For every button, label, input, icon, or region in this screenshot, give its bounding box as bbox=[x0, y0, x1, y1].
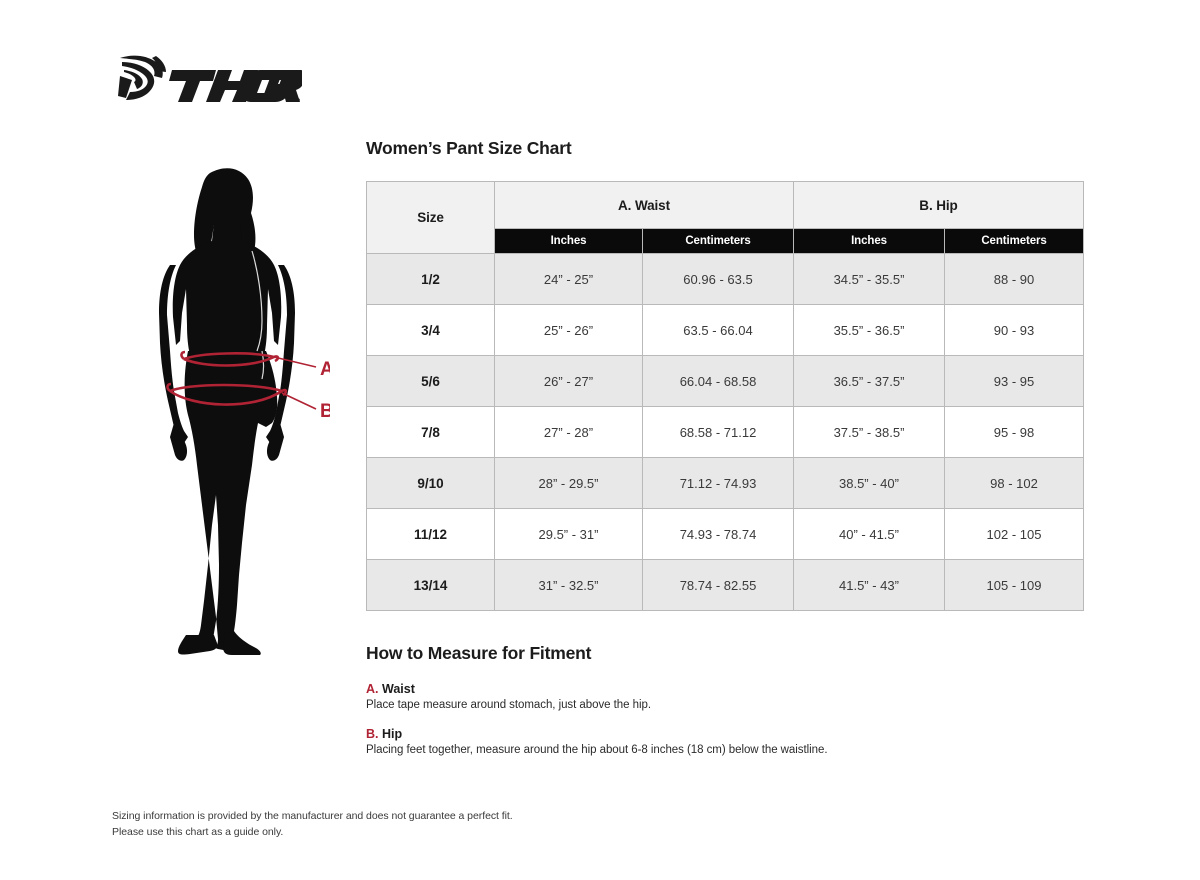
cell-waist-centimeters: 78.74 - 82.55 bbox=[642, 559, 794, 611]
cell-size: 1/2 bbox=[366, 253, 495, 305]
cell-hip-centimeters: 93 - 95 bbox=[944, 355, 1084, 407]
column-header-waist-centimeters: Centimeters bbox=[642, 228, 794, 254]
cell-size: 3/4 bbox=[366, 304, 495, 356]
cell-hip-inches: 40” - 41.5” bbox=[793, 508, 945, 560]
marker-label-b: B bbox=[320, 401, 330, 422]
column-header-waist-inches: Inches bbox=[494, 228, 643, 254]
cell-hip-centimeters: 98 - 102 bbox=[944, 457, 1084, 509]
table-row: 9/10 28” - 29.5” 71.12 - 74.93 38.5” - 4… bbox=[366, 457, 1084, 509]
measure-name-waist: Waist bbox=[381, 682, 415, 696]
column-header-hip-inches: Inches bbox=[793, 228, 945, 254]
leader-line-b bbox=[281, 392, 317, 410]
disclaimer-line-1: Sizing information is provided by the ma… bbox=[112, 810, 513, 822]
column-header-hip-centimeters: Centimeters bbox=[944, 228, 1084, 254]
cell-size: 5/6 bbox=[366, 355, 495, 407]
measure-item-hip: B. Hip Placing feet together, measure ar… bbox=[366, 727, 1086, 756]
table-row: 1/2 24” - 25” 60.96 - 63.5 34.5” - 35.5”… bbox=[366, 253, 1084, 305]
thor-wordmark bbox=[169, 70, 306, 102]
size-chart-table: Size A. Waist B. Hip Inches Centimeters … bbox=[366, 181, 1084, 611]
cell-waist-centimeters: 63.5 - 66.04 bbox=[642, 304, 794, 356]
cell-hip-inches: 34.5” - 35.5” bbox=[793, 253, 945, 305]
table-body: 1/2 24” - 25” 60.96 - 63.5 34.5” - 35.5”… bbox=[366, 253, 1084, 611]
page-title: Women’s Pant Size Chart bbox=[366, 138, 572, 158]
measure-desc-hip: Placing feet together, measure around th… bbox=[366, 744, 828, 756]
cell-waist-inches: 24” - 25” bbox=[494, 253, 643, 305]
measure-item-heading: B. Hip bbox=[366, 727, 1086, 741]
cell-waist-inches: 31” - 32.5” bbox=[494, 559, 643, 611]
disclaimer-note: Sizing information is provided by the ma… bbox=[112, 808, 513, 841]
female-silhouette bbox=[159, 168, 295, 655]
cell-hip-inches: 36.5” - 37.5” bbox=[793, 355, 945, 407]
column-header-size: Size bbox=[366, 181, 495, 254]
silhouette-svg: A B bbox=[159, 168, 334, 655]
cell-hip-inches: 37.5” - 38.5” bbox=[793, 406, 945, 458]
cell-waist-centimeters: 60.96 - 63.5 bbox=[642, 253, 794, 305]
table-row: 7/8 27” - 28” 68.58 - 71.12 37.5” - 38.5… bbox=[366, 406, 1084, 458]
measure-item-waist: A. Waist Place tape measure around stoma… bbox=[366, 682, 1086, 711]
cell-hip-inches: 38.5” - 40” bbox=[793, 457, 945, 509]
measure-item-heading: A. Waist bbox=[366, 682, 1086, 696]
cell-waist-centimeters: 68.58 - 71.12 bbox=[642, 406, 794, 458]
cell-hip-centimeters: 102 - 105 bbox=[944, 508, 1084, 560]
table-row: 13/14 31” - 32.5” 78.74 - 82.55 41.5” - … bbox=[366, 559, 1084, 611]
thor-logo-svg bbox=[118, 55, 306, 102]
disclaimer-line-2: Please use this chart as a guide only. bbox=[112, 826, 284, 839]
cell-hip-inches: 35.5” - 36.5” bbox=[793, 304, 945, 356]
thor-warrior-head-icon bbox=[118, 55, 166, 100]
table-row: 5/6 26” - 27” 66.04 - 68.58 36.5” - 37.5… bbox=[366, 355, 1084, 407]
measure-desc-waist: Place tape measure around stomach, just … bbox=[366, 699, 651, 711]
measure-key-b: B. bbox=[366, 727, 379, 741]
registered-mark bbox=[296, 98, 300, 102]
table-head: Size A. Waist B. Hip Inches Centimeters … bbox=[366, 181, 1084, 254]
cell-hip-centimeters: 90 - 93 bbox=[944, 304, 1084, 356]
marker-label-a: A bbox=[320, 359, 330, 380]
cell-waist-inches: 27” - 28” bbox=[494, 406, 643, 458]
measure-name-hip: Hip bbox=[381, 727, 403, 741]
cell-size: 13/14 bbox=[366, 559, 495, 611]
cell-waist-centimeters: 71.12 - 74.93 bbox=[642, 457, 794, 509]
cell-waist-inches: 25” - 26” bbox=[494, 304, 643, 356]
column-group-waist: A. Waist bbox=[494, 181, 794, 229]
table-row: 3/4 25” - 26” 63.5 - 66.04 35.5” - 36.5”… bbox=[366, 304, 1084, 356]
cell-waist-centimeters: 74.93 - 78.74 bbox=[642, 508, 794, 560]
cell-size: 9/10 bbox=[366, 457, 495, 509]
table-row: 11/12 29.5” - 31” 74.93 - 78.74 40” - 41… bbox=[366, 508, 1084, 560]
cell-hip-centimeters: 105 - 109 bbox=[944, 559, 1084, 611]
how-to-measure-title: How to Measure for Fitment bbox=[366, 643, 592, 663]
cell-waist-inches: 29.5” - 31” bbox=[494, 508, 643, 560]
cell-waist-inches: 28” - 29.5” bbox=[494, 457, 643, 509]
cell-hip-inches: 41.5” - 43” bbox=[793, 559, 945, 611]
silhouette-highlights bbox=[251, 250, 265, 380]
cell-hip-centimeters: 88 - 90 bbox=[944, 253, 1084, 305]
thor-brand-logo bbox=[112, 52, 306, 110]
cell-size: 7/8 bbox=[366, 406, 495, 458]
cell-waist-centimeters: 66.04 - 68.58 bbox=[642, 355, 794, 407]
chart-content-column: Women’s Pant Size Chart Size A. Waist B.… bbox=[366, 138, 1086, 772]
cell-size: 11/12 bbox=[366, 508, 495, 560]
leader-line-a bbox=[273, 356, 317, 368]
cell-hip-centimeters: 95 - 98 bbox=[944, 406, 1084, 458]
cell-waist-inches: 26” - 27” bbox=[494, 355, 643, 407]
table-header-row-groups: Size A. Waist B. Hip bbox=[366, 181, 1084, 254]
how-to-measure-section: How to Measure for Fitment A. Waist Plac… bbox=[366, 643, 1086, 756]
body-measurement-illustration: A B bbox=[140, 165, 334, 655]
measure-key-a: A. bbox=[366, 682, 379, 696]
column-group-hip: B. Hip bbox=[793, 181, 1084, 229]
